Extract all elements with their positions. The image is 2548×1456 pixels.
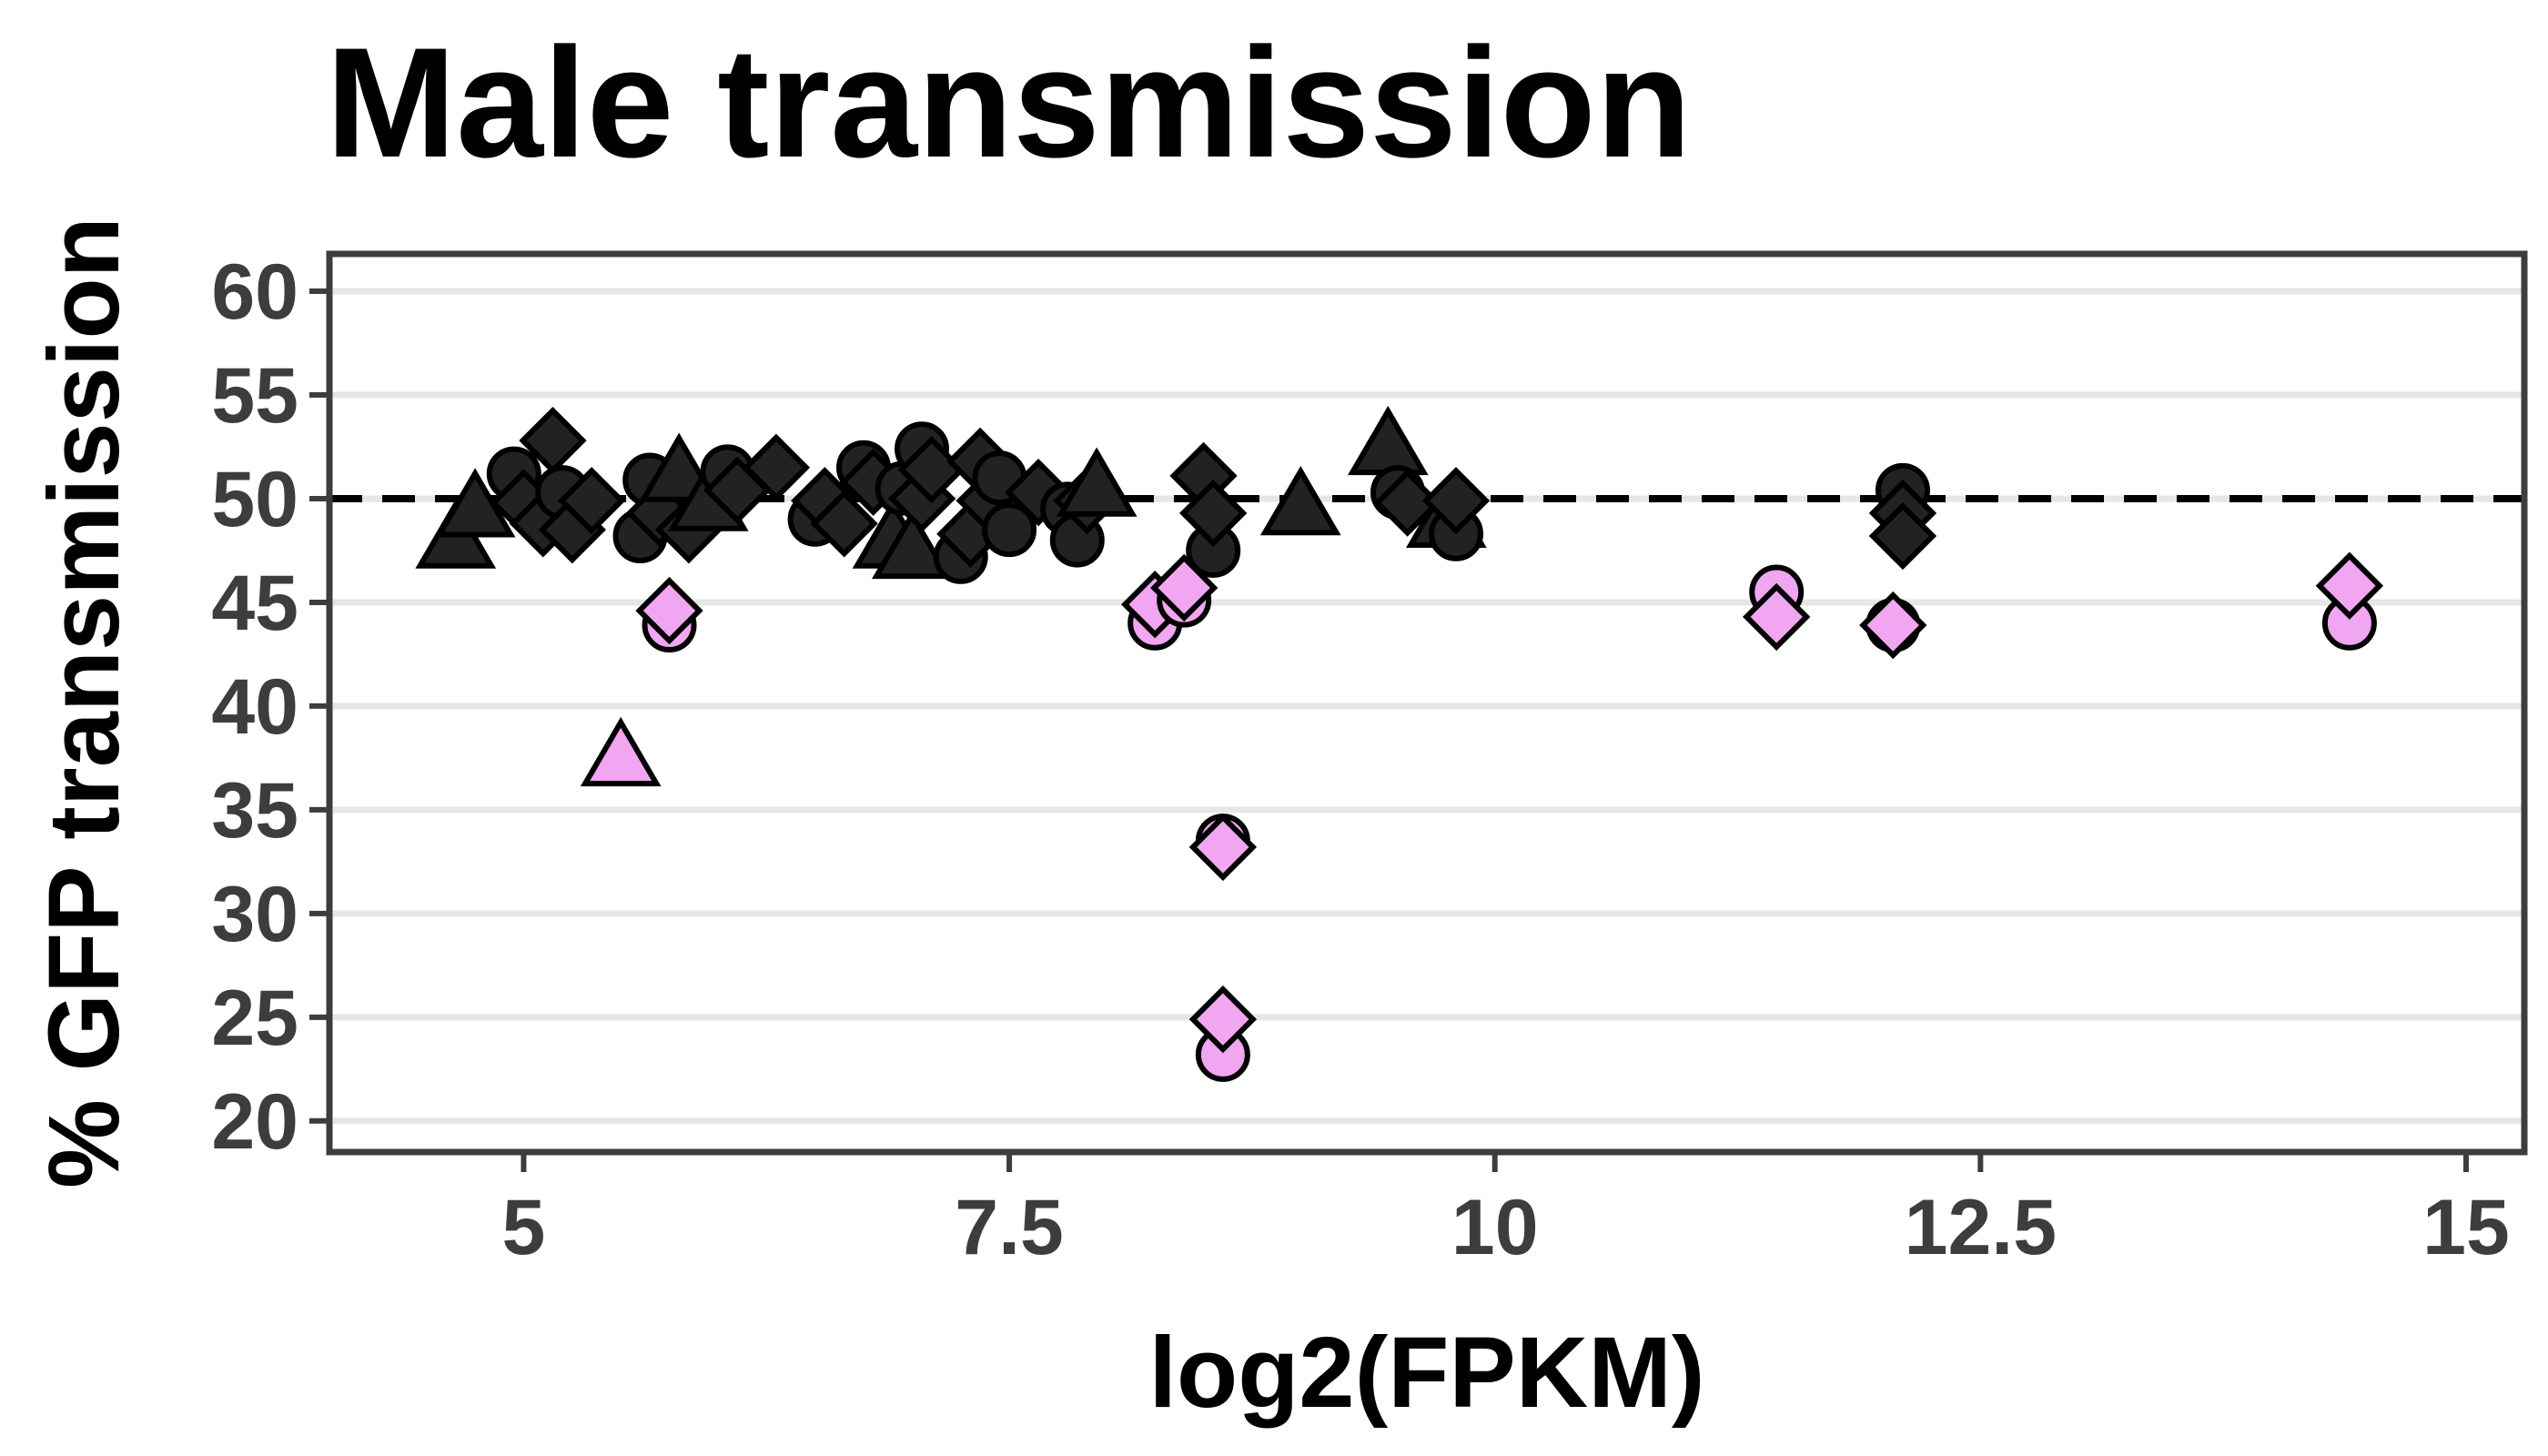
- y-tick-label-25: 25: [211, 975, 298, 1062]
- point-diamond-reduced-14: [635, 576, 703, 645]
- y-tick-label-50: 50: [211, 456, 298, 543]
- point-circle-normal-37: [982, 502, 1037, 558]
- data-points: [415, 405, 2384, 1082]
- point-diamond-normal-23: [810, 490, 878, 558]
- point-diamond-normal-49: [1179, 479, 1248, 548]
- y-tick-label-40: 40: [211, 663, 298, 751]
- point-diamond-reduced-64: [1859, 591, 1927, 660]
- x-tick-label-7.5: 7.5: [955, 1184, 1064, 1271]
- y-axis-ticks: 20 25 30 35 40 45 50 55 60: [211, 248, 329, 1166]
- x-tick-label-5: 5: [502, 1184, 546, 1271]
- point-triangle-reduced-9: [580, 716, 662, 787]
- point-diamond-normal-57: [1373, 469, 1441, 537]
- x-axis-ticks: 5 7.5 10 12.5 15: [502, 1152, 2510, 1271]
- point-diamond-normal-8: [557, 467, 626, 535]
- x-axis-label: log2(FPKM): [1148, 1317, 1704, 1429]
- y-tick-label-30: 30: [211, 871, 298, 958]
- point-diamond-normal-20: [742, 433, 811, 501]
- point-diamond-reduced-69: [2315, 551, 2384, 620]
- point-diamond-normal-12: [625, 479, 694, 548]
- point-diamond-reduced-51: [1188, 813, 1258, 882]
- point-triangle-normal-28: [871, 509, 953, 580]
- point-diamond-normal-60: [1421, 467, 1491, 535]
- y-tick-label-35: 35: [211, 767, 298, 854]
- x-tick-label-15: 15: [2422, 1184, 2510, 1271]
- point-diamond-normal-38: [1004, 458, 1073, 527]
- point-diamond-normal-67: [1868, 501, 1937, 571]
- y-tick-label-60: 60: [211, 248, 298, 336]
- point-triangle-normal-54: [1259, 465, 1341, 536]
- y-tick-label-55: 55: [211, 352, 298, 440]
- y-tick-label-20: 20: [211, 1078, 298, 1166]
- point-diamond-reduced-62: [1743, 582, 1811, 652]
- y-axis-label: % GFP transmission: [28, 217, 140, 1188]
- x-tick-label-10: 10: [1451, 1184, 1539, 1271]
- chart-title: Male transmission: [326, 15, 1692, 190]
- x-tick-label-12.5: 12.5: [1905, 1184, 2057, 1271]
- plot-panel-border: [326, 250, 2528, 1156]
- y-tick-label-45: 45: [211, 560, 298, 647]
- point-triangle-normal-42: [1056, 447, 1138, 517]
- point-diamond-reduced-53: [1188, 985, 1258, 1054]
- point-diamond-reduced-46: [1150, 553, 1218, 622]
